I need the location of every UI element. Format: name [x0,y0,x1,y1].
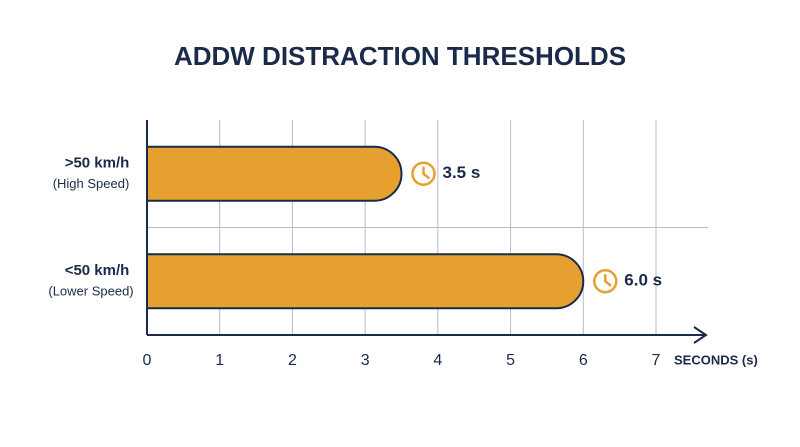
value-label: 3.5 s [443,163,481,182]
category-label: >50 km/h [65,155,130,172]
chart-title: ADDW DISTRACTION THRESHOLDS [174,41,626,71]
clock-icon [593,269,618,294]
clock-hands [422,166,430,179]
x-tick-label: 2 [288,352,297,369]
axis-arrow [693,326,708,344]
x-tick-label: 1 [215,352,224,369]
category-subtitle: (Lower Speed) [48,284,133,299]
x-tick-label: 4 [433,352,442,369]
x-axis-label: SECONDS (s) [674,352,758,367]
x-tick-label: 5 [506,352,515,369]
category-subtitle: (High Speed) [53,176,130,191]
bar [146,145,403,202]
category-label: <50 km/h [65,262,130,279]
clock-icon [411,161,436,186]
clock-hands [604,274,612,287]
bar [146,253,585,310]
x-tick-label: 6 [579,352,588,369]
x-tick-label: 7 [652,352,661,369]
value-label: 6.0 s [624,271,662,290]
x-tick-label: 0 [143,352,152,369]
x-tick-label: 3 [361,352,370,369]
